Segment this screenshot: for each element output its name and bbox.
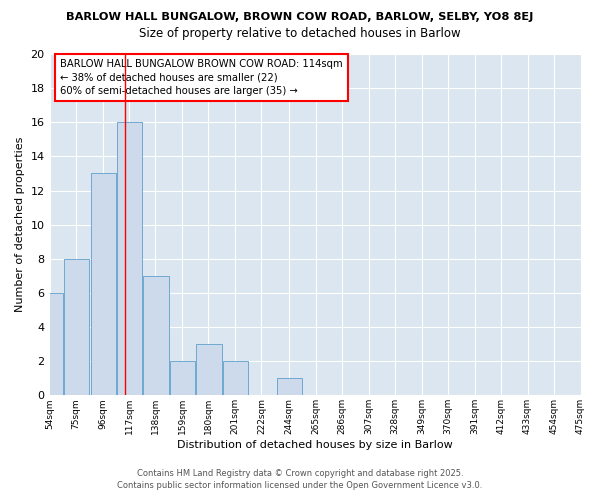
Bar: [277, 378, 302, 396]
Bar: [38, 293, 63, 396]
Bar: [91, 174, 116, 396]
Y-axis label: Number of detached properties: Number of detached properties: [15, 137, 25, 312]
Bar: [117, 122, 142, 396]
Bar: [170, 361, 195, 396]
X-axis label: Distribution of detached houses by size in Barlow: Distribution of detached houses by size …: [177, 440, 453, 450]
Bar: [143, 276, 169, 396]
Bar: [223, 361, 248, 396]
Text: Contains HM Land Registry data © Crown copyright and database right 2025.
Contai: Contains HM Land Registry data © Crown c…: [118, 468, 482, 490]
Bar: [64, 259, 89, 396]
Text: Size of property relative to detached houses in Barlow: Size of property relative to detached ho…: [139, 28, 461, 40]
Text: BARLOW HALL BUNGALOW BROWN COW ROAD: 114sqm
← 38% of detached houses are smaller: BARLOW HALL BUNGALOW BROWN COW ROAD: 114…: [60, 59, 343, 96]
Text: BARLOW HALL BUNGALOW, BROWN COW ROAD, BARLOW, SELBY, YO8 8EJ: BARLOW HALL BUNGALOW, BROWN COW ROAD, BA…: [67, 12, 533, 22]
Bar: [196, 344, 221, 396]
